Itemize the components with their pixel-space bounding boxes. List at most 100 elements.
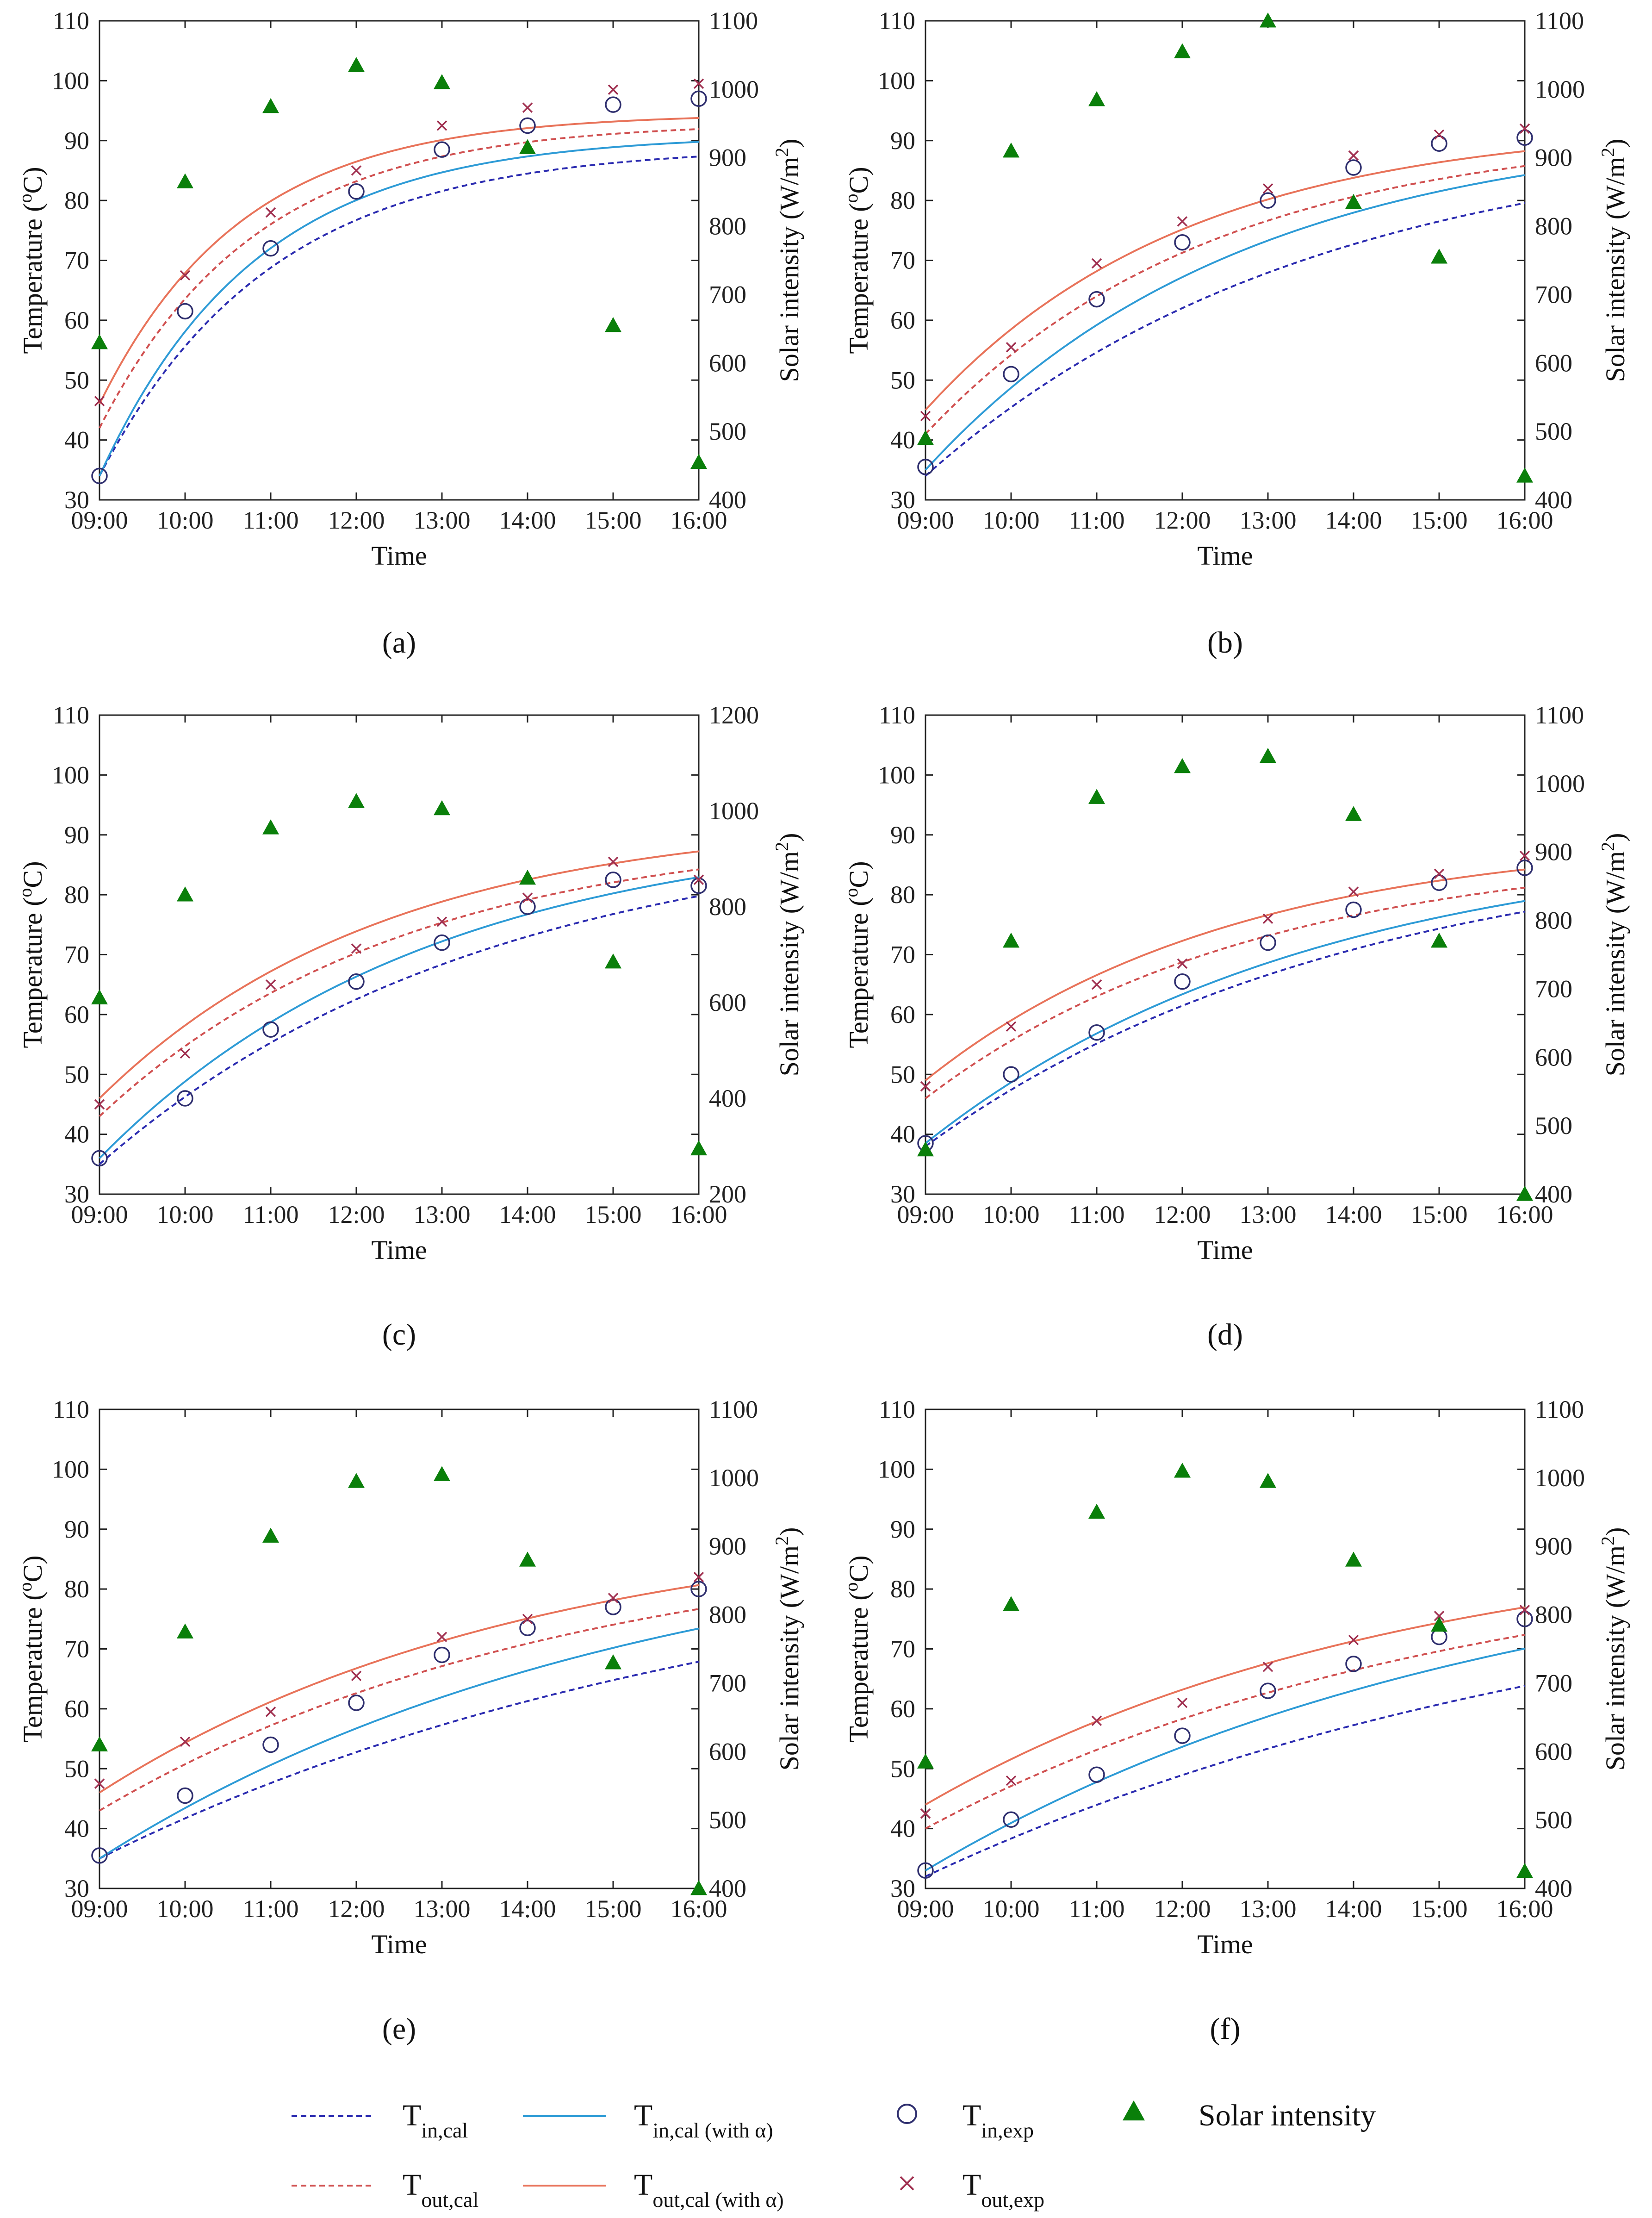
- point-tin-exp: [605, 96, 621, 113]
- x-tick-label: 09:00: [71, 506, 128, 534]
- point-solar: [690, 454, 707, 469]
- x-tick-label: 15:00: [1410, 1201, 1467, 1228]
- point-tin-exp: [91, 1847, 108, 1864]
- point-solar: [348, 793, 365, 808]
- point-tout-exp: [351, 165, 362, 176]
- point-tin-exp: [1345, 159, 1362, 176]
- x-tick-label: 14:00: [1325, 1201, 1382, 1228]
- y-tick-label: 30: [64, 1875, 89, 1902]
- x-tick-label: 11:00: [1069, 1201, 1125, 1228]
- panel-label: (f): [1210, 2012, 1241, 2046]
- chart-panel-b: 30 40 50 60 70 80 90 100 110 400 500 600 700 800 900 10…: [841, 7, 1631, 660]
- y-tick-label: 70: [890, 1635, 915, 1663]
- point-solar: [690, 1140, 707, 1156]
- series-line: [925, 174, 1525, 471]
- x-tick-label: 13:00: [413, 506, 470, 534]
- point-tin-exp: [917, 1862, 934, 1879]
- x-tick-label: 10:00: [982, 1201, 1039, 1228]
- x-axis-title: Time: [371, 1929, 427, 1959]
- point-tout-exp: [693, 874, 704, 885]
- y-tick-label: 100: [52, 1455, 89, 1483]
- y-axis-title: Temperature (oC): [841, 167, 874, 354]
- x-tick-label: 14:00: [499, 1895, 556, 1923]
- point-tout-exp: [1262, 183, 1273, 194]
- y-tick-label: 100: [52, 67, 89, 94]
- y-axis-title: Temperature (oC): [15, 167, 48, 354]
- x-tick-label: 09:00: [897, 1201, 954, 1228]
- point-tin-exp: [1260, 1682, 1276, 1699]
- y2-tick-label: 500: [1535, 417, 1572, 445]
- y-tick-label: 50: [64, 1060, 89, 1088]
- y2-axis-title: Solar intensity (W/m2): [1597, 139, 1631, 382]
- y-tick-label: 60: [64, 306, 89, 334]
- panel-label: (e): [382, 2012, 416, 2046]
- legend-swatch: [1123, 2100, 1145, 2121]
- point-solar: [1431, 932, 1447, 948]
- y2-tick-label: 900: [709, 144, 746, 172]
- y2-tick-label: 900: [1535, 1533, 1572, 1560]
- point-solar: [1088, 91, 1105, 106]
- y-tick-label: 50: [890, 1755, 915, 1782]
- y2-tick-label: 400: [1535, 486, 1572, 514]
- panel-label: (b): [1207, 626, 1243, 660]
- legend-label: Tin,cal: [403, 2099, 468, 2142]
- y-tick-label: 40: [890, 426, 915, 454]
- x-axis-title: Time: [371, 541, 427, 571]
- y-tick-label: 90: [890, 127, 915, 155]
- series-line: [99, 876, 699, 1159]
- point-solar: [1003, 1596, 1019, 1611]
- series-line: [925, 150, 1525, 411]
- point-solar: [1260, 12, 1276, 28]
- y2-axis-title: Solar intensity (W/m2): [771, 139, 805, 382]
- series-line: [925, 910, 1525, 1147]
- y2-tick-label: 900: [709, 1533, 746, 1560]
- point-tin-exp: [690, 1581, 707, 1597]
- point-tin-exp: [434, 141, 450, 158]
- point-tout-exp: [920, 1081, 931, 1092]
- series-line: [99, 895, 699, 1165]
- x-tick-label: 15:00: [584, 1895, 641, 1923]
- legend-item-tin_cal_a: Tin,cal (with α): [523, 2099, 773, 2142]
- y-tick-label: 80: [890, 1575, 915, 1603]
- point-solar: [91, 989, 108, 1005]
- series-line: [925, 1647, 1525, 1871]
- y2-tick-label: 400: [1535, 1180, 1572, 1208]
- y2-tick-label: 500: [709, 1806, 746, 1834]
- point-solar: [262, 1527, 279, 1543]
- point-solar: [1345, 806, 1362, 821]
- point-tout-exp: [1519, 123, 1530, 134]
- plot-frame: [99, 714, 700, 1195]
- legend-label: Tin,exp: [963, 2099, 1034, 2142]
- y-tick-label: 50: [890, 366, 915, 394]
- y2-tick-label: 400: [709, 1875, 746, 1902]
- x-axis-title: Time: [1197, 1235, 1253, 1265]
- point-tout-exp: [265, 1707, 276, 1717]
- point-solar: [917, 1141, 934, 1157]
- point-solar: [434, 74, 450, 89]
- legend-item-solar: Solar intensity: [1123, 2099, 1376, 2132]
- y-tick-label: 30: [890, 1875, 915, 1902]
- series-line: [925, 165, 1525, 435]
- y-tick-label: 80: [890, 881, 915, 909]
- x-tick-label: 09:00: [897, 1895, 954, 1923]
- y-tick-label: 40: [64, 1815, 89, 1843]
- point-tout-exp: [1006, 1775, 1017, 1786]
- x-tick-label: 10:00: [982, 1895, 1039, 1923]
- series-line: [99, 156, 699, 477]
- point-tin-exp: [177, 1090, 193, 1107]
- y-tick-label: 80: [890, 187, 915, 214]
- point-solar: [1260, 748, 1276, 763]
- y-tick-label: 90: [64, 821, 89, 849]
- point-solar: [519, 1551, 536, 1567]
- series-line: [99, 141, 699, 477]
- legend-swatch: [900, 2176, 914, 2191]
- point-solar: [434, 800, 450, 816]
- point-solar: [519, 139, 536, 154]
- point-solar: [1003, 932, 1019, 948]
- x-tick-label: 13:00: [1239, 1895, 1296, 1923]
- y-tick-label: 70: [890, 247, 915, 274]
- point-tout-exp: [1091, 258, 1102, 269]
- point-tin-exp: [434, 934, 450, 951]
- point-solar: [1516, 1863, 1533, 1878]
- x-tick-label: 09:00: [71, 1201, 128, 1228]
